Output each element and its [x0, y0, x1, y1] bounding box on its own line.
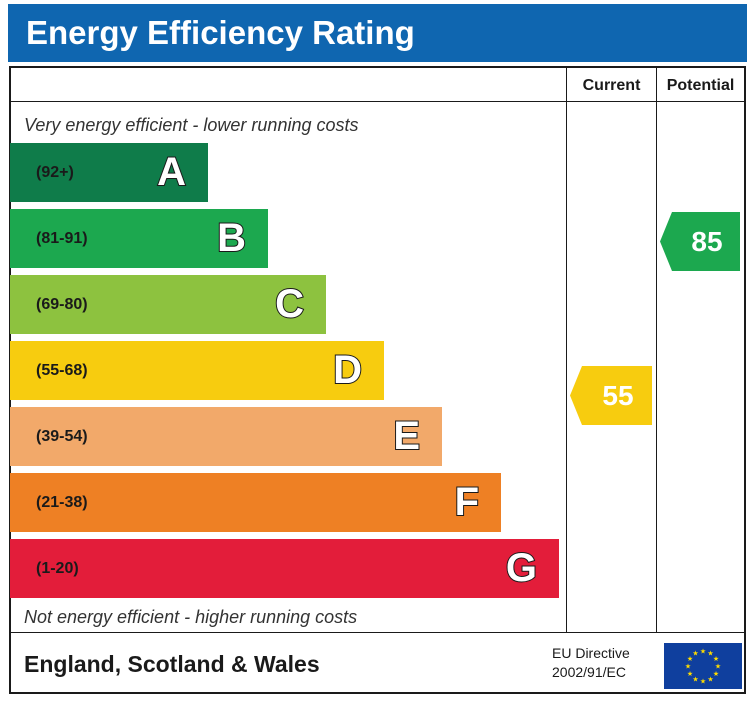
current-rating-marker: 55 [570, 366, 652, 425]
band-letter: A [156, 149, 187, 195]
eu-star-icon: ★ [687, 670, 693, 678]
eu-star-icon: ★ [692, 676, 698, 684]
band-g: (1-20) G [10, 539, 559, 598]
band-a: (92+) A [10, 143, 208, 202]
band-letter: D [332, 347, 363, 393]
directive-name: EU Directive [552, 645, 630, 661]
band-letter: E [392, 413, 421, 459]
eu-star-icon: ★ [713, 670, 719, 678]
current-column-header: Current [582, 77, 641, 94]
bottom-efficiency-note: Not energy efficient - higher running co… [24, 607, 358, 627]
footer-directive: EU Directive 2002/91/EC [552, 644, 658, 682]
footer-divider [11, 632, 744, 633]
marker-arrow-shape [570, 366, 652, 425]
band-c: (69-80) C [10, 275, 326, 334]
page-title: Energy Efficiency Rating [8, 4, 747, 62]
band-d: (55-68) D [10, 341, 384, 400]
band-range-label: (39-54) [36, 428, 88, 445]
eu-star-icon: ★ [713, 655, 719, 663]
footer-country: England, Scotland & Wales [24, 651, 320, 677]
eu-star-icon: ★ [700, 678, 706, 686]
current-column-divider [566, 68, 567, 633]
band-range-label: (21-38) [36, 494, 88, 511]
potential-column-divider [656, 68, 657, 633]
eu-star-icon: ★ [707, 650, 713, 658]
band-letter: F [454, 479, 480, 525]
eu-star-icon: ★ [687, 655, 693, 663]
eu-star-icon: ★ [700, 648, 706, 656]
band-f: (21-38) F [10, 473, 501, 532]
eu-stars-icon: ★ ★★★★★★★★★★★ [685, 648, 721, 686]
band-range-label: (81-91) [36, 230, 88, 247]
band-b: (81-91) B [10, 209, 268, 268]
band-letter: G [505, 545, 538, 591]
eu-star-icon: ★ [715, 663, 721, 671]
eu-star-icon: ★ [707, 676, 713, 684]
header-divider [11, 101, 744, 102]
directive-number: 2002/91/EC [552, 664, 626, 680]
band-range-label: (1-20) [36, 560, 79, 577]
eu-star-icon: ★ [685, 663, 691, 671]
marker-value: 55 [602, 380, 634, 411]
eu-star-icon: ★ [692, 650, 698, 658]
marker-value: 85 [691, 226, 723, 257]
band-letter: B [216, 215, 247, 261]
potential-rating-marker: 85 [660, 212, 740, 271]
band-range-label: (92+) [36, 164, 74, 181]
potential-column-header: Potential [666, 77, 735, 94]
band-e: (39-54) E [10, 407, 442, 466]
band-range-label: (69-80) [36, 296, 88, 313]
eu-flag-icon: ★ ★ ★ ★ ★ ★ ★ ★ ★ ★ ★ ★ [664, 643, 742, 689]
marker-arrow-shape [660, 212, 740, 271]
band-range-label: (55-68) [36, 362, 88, 379]
top-efficiency-note: Very energy efficient - lower running co… [24, 115, 359, 135]
band-letter: C [274, 281, 305, 327]
